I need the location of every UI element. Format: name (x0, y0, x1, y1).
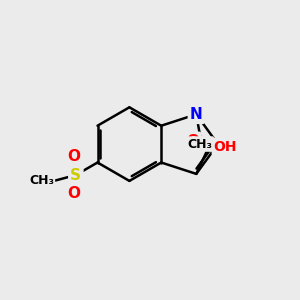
Text: OH: OH (214, 140, 237, 154)
Text: O: O (186, 134, 199, 149)
Text: CH₃: CH₃ (29, 174, 54, 187)
Text: N: N (190, 107, 203, 122)
Text: S: S (70, 167, 81, 182)
Text: O: O (68, 186, 81, 201)
Text: CH₃: CH₃ (188, 138, 213, 151)
Text: O: O (68, 149, 81, 164)
